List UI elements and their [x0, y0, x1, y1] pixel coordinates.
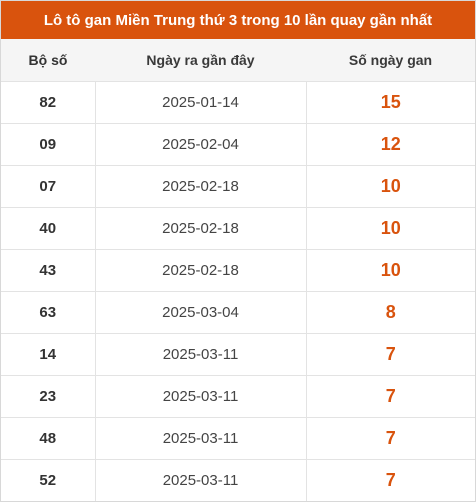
cell-days: 7 — [305, 417, 475, 460]
cell-days: 10 — [305, 249, 475, 292]
lotto-gan-table: Bộ số Ngày ra gần đây Số ngày gan 82 202… — [1, 39, 475, 501]
cell-number: 52 — [39, 471, 57, 489]
table-row: 43 2025-02-18 10 — [1, 249, 475, 292]
cell-number: 82 — [1, 81, 95, 124]
cell-number: 07 — [1, 165, 95, 208]
cell-date: 2025-02-18 — [94, 207, 306, 250]
cell-date: 2025-03-04 — [94, 291, 306, 334]
cell-days: 10 — [305, 165, 475, 208]
cell-days: 10 — [305, 207, 475, 250]
cell-days: 7 — [305, 375, 475, 418]
panel-title: Lô tô gan Miền Trung thứ 3 trong 10 lần … — [1, 1, 475, 39]
cell-date: 2025-02-04 — [94, 123, 306, 166]
cell-days: 7 — [305, 333, 475, 376]
table-row: 40 2025-02-18 10 — [1, 207, 475, 250]
table-row: 07 2025-02-18 10 — [1, 165, 475, 208]
cell-number: 63 — [1, 291, 95, 334]
cell-days: 8 — [305, 291, 475, 334]
cell-date: 2025-03-11 — [94, 417, 306, 460]
column-header-days: Số ngày gan — [306, 39, 475, 82]
cell-days: 7 — [305, 459, 475, 501]
table-row: 23 2025-03-11 7 — [1, 375, 475, 418]
table-row: 48 2025-03-11 7 — [1, 417, 475, 460]
cell-number: 40 — [1, 207, 95, 250]
cell-number: 48 — [1, 417, 95, 460]
cell-date: 2025-02-18 — [94, 249, 306, 292]
table-row: 82 2025-01-14 15 — [1, 81, 475, 124]
table-row: 63 2025-03-04 8 — [1, 291, 475, 334]
cell-date: 2025-03-11 — [94, 375, 306, 418]
cell-number: 43 — [1, 249, 95, 292]
table-header-row: Bộ số Ngày ra gần đây Số ngày gan — [1, 39, 475, 82]
column-header-number: Bộ số — [1, 39, 95, 82]
cell-number: 14 — [1, 333, 95, 376]
table-row: 52 2025-03-11 7 — [1, 459, 475, 501]
cell-date: 2025-03-11 — [94, 459, 306, 501]
cell-days: 12 — [305, 123, 475, 166]
cell-date: 2025-01-14 — [94, 81, 306, 124]
cell-number: 09 — [1, 123, 95, 166]
cell-date: 2025-03-11 — [94, 333, 306, 376]
column-header-last-date: Ngày ra gần đây — [95, 39, 306, 82]
table-row: 14 2025-03-11 7 — [1, 333, 475, 376]
cell-number: 23 — [1, 375, 95, 418]
cell-date: 2025-02-18 — [94, 165, 306, 208]
cell-days: 15 — [305, 81, 475, 124]
table-row: 09 2025-02-04 12 — [1, 123, 475, 166]
